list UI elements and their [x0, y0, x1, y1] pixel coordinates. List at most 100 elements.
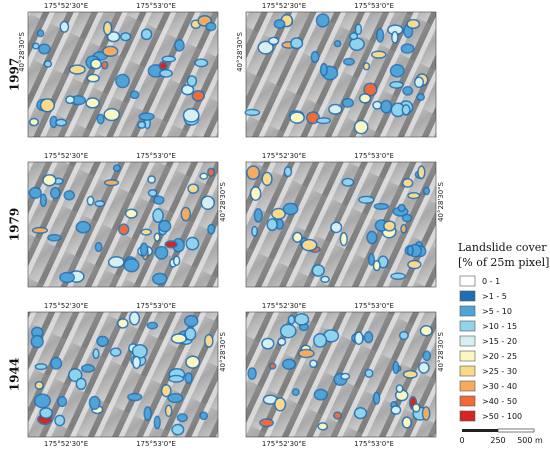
lat-label: 40°28'30"S [219, 332, 227, 372]
landslide-core [364, 83, 377, 96]
legend-swatch [459, 380, 476, 392]
landslide-core [397, 385, 403, 392]
landslide-core [39, 44, 50, 53]
landslide-core [375, 204, 388, 209]
lon-label: 175°53'0"E [136, 152, 176, 160]
landslide-core [41, 195, 46, 206]
landslide-core [71, 96, 85, 104]
landslide-core [278, 338, 285, 345]
landslide-core [356, 24, 361, 34]
landslide-core [423, 407, 429, 420]
landslide-core [317, 118, 330, 123]
landslide-core [260, 419, 273, 426]
landslide-core [104, 22, 111, 35]
landslide-core [43, 175, 56, 185]
landslide-core [50, 117, 57, 127]
landslide-core [403, 105, 410, 115]
landslide-core [262, 173, 272, 185]
landslide-core [295, 314, 308, 325]
landslide-core [174, 256, 179, 265]
landslide-core [66, 96, 74, 103]
landslide-core [392, 103, 404, 116]
landslide-core [290, 112, 304, 123]
landslide-core [388, 25, 402, 34]
landslide-core [88, 197, 93, 205]
landslide-core [372, 51, 386, 58]
landslide-core [401, 225, 406, 233]
landslide-core [293, 389, 299, 395]
landslide-core [60, 22, 68, 32]
landslide-core [32, 328, 43, 337]
landslide-core [252, 227, 257, 236]
landslide-core [36, 364, 46, 369]
landslide-core [41, 99, 54, 111]
map-panel [27, 11, 219, 138]
landslide-core [121, 33, 130, 40]
landslide-core [40, 408, 52, 418]
landslide-core [91, 60, 101, 68]
landslide-core [302, 240, 316, 250]
lon-label: 175°52'30"E [44, 152, 88, 160]
landslide-core [269, 38, 278, 44]
landslide-core [350, 38, 364, 50]
legend-swatch [459, 320, 476, 332]
lon-label: 175°52'30"E [262, 440, 306, 448]
lon-label: 175°53'0"E [354, 152, 394, 160]
lon-label: 175°52'30"E [44, 302, 88, 310]
landslide-core [396, 390, 408, 400]
landslide-core [315, 390, 327, 400]
legend-swatch [459, 365, 476, 377]
landslide-core [293, 233, 302, 242]
landslide-core [51, 358, 61, 369]
legend-swatch [459, 395, 476, 407]
landslide-core [118, 319, 128, 328]
landslide-core [350, 33, 357, 39]
lon-label: 175°53'0"E [354, 302, 394, 310]
landslide-core [359, 197, 374, 203]
landslide-core [38, 30, 43, 36]
landslide-core [283, 360, 295, 369]
landslide-core [48, 235, 61, 241]
landslide-core [247, 166, 259, 179]
landslide-core [33, 228, 47, 233]
landslide-core [365, 332, 372, 342]
landslide-core [185, 316, 197, 326]
landslide-core [413, 404, 420, 412]
landslide-core [424, 188, 429, 194]
landslide-core [403, 417, 411, 428]
landslide-core [166, 406, 171, 416]
legend-label: >50 - 100 [482, 412, 522, 421]
landslide-core [148, 176, 155, 183]
landslide-core [399, 205, 405, 211]
landslide-core [96, 243, 102, 251]
landslide-core [69, 369, 81, 381]
landslide-core [390, 82, 403, 88]
landslide-core [403, 179, 412, 187]
row-year: 1944 [8, 358, 22, 391]
landslide-core [264, 396, 277, 404]
landslide-core [30, 119, 38, 125]
landslide-core [175, 40, 184, 51]
legend-label: >10 - 15 [482, 322, 517, 331]
landslide-core [162, 385, 171, 396]
landslide-core [32, 336, 43, 347]
landslide-core [90, 397, 100, 409]
landslide-core [95, 201, 104, 206]
landslide-core [119, 224, 128, 234]
landslide-core [374, 261, 380, 270]
landslide-core [267, 219, 277, 230]
landslide-core [93, 349, 99, 358]
landslide-core [341, 374, 349, 379]
landslide-core [344, 59, 354, 65]
landslide-core [36, 382, 43, 389]
landslide-core [153, 274, 166, 284]
landslide-core [408, 261, 421, 268]
landslide-core [142, 29, 151, 39]
lat-label: 40°28'30"S [219, 182, 227, 222]
landslide-core [343, 99, 353, 107]
row-year: 1979 [8, 208, 22, 241]
landslide-core [310, 360, 317, 367]
landslide-core [364, 63, 369, 70]
landslide-core [329, 105, 341, 114]
